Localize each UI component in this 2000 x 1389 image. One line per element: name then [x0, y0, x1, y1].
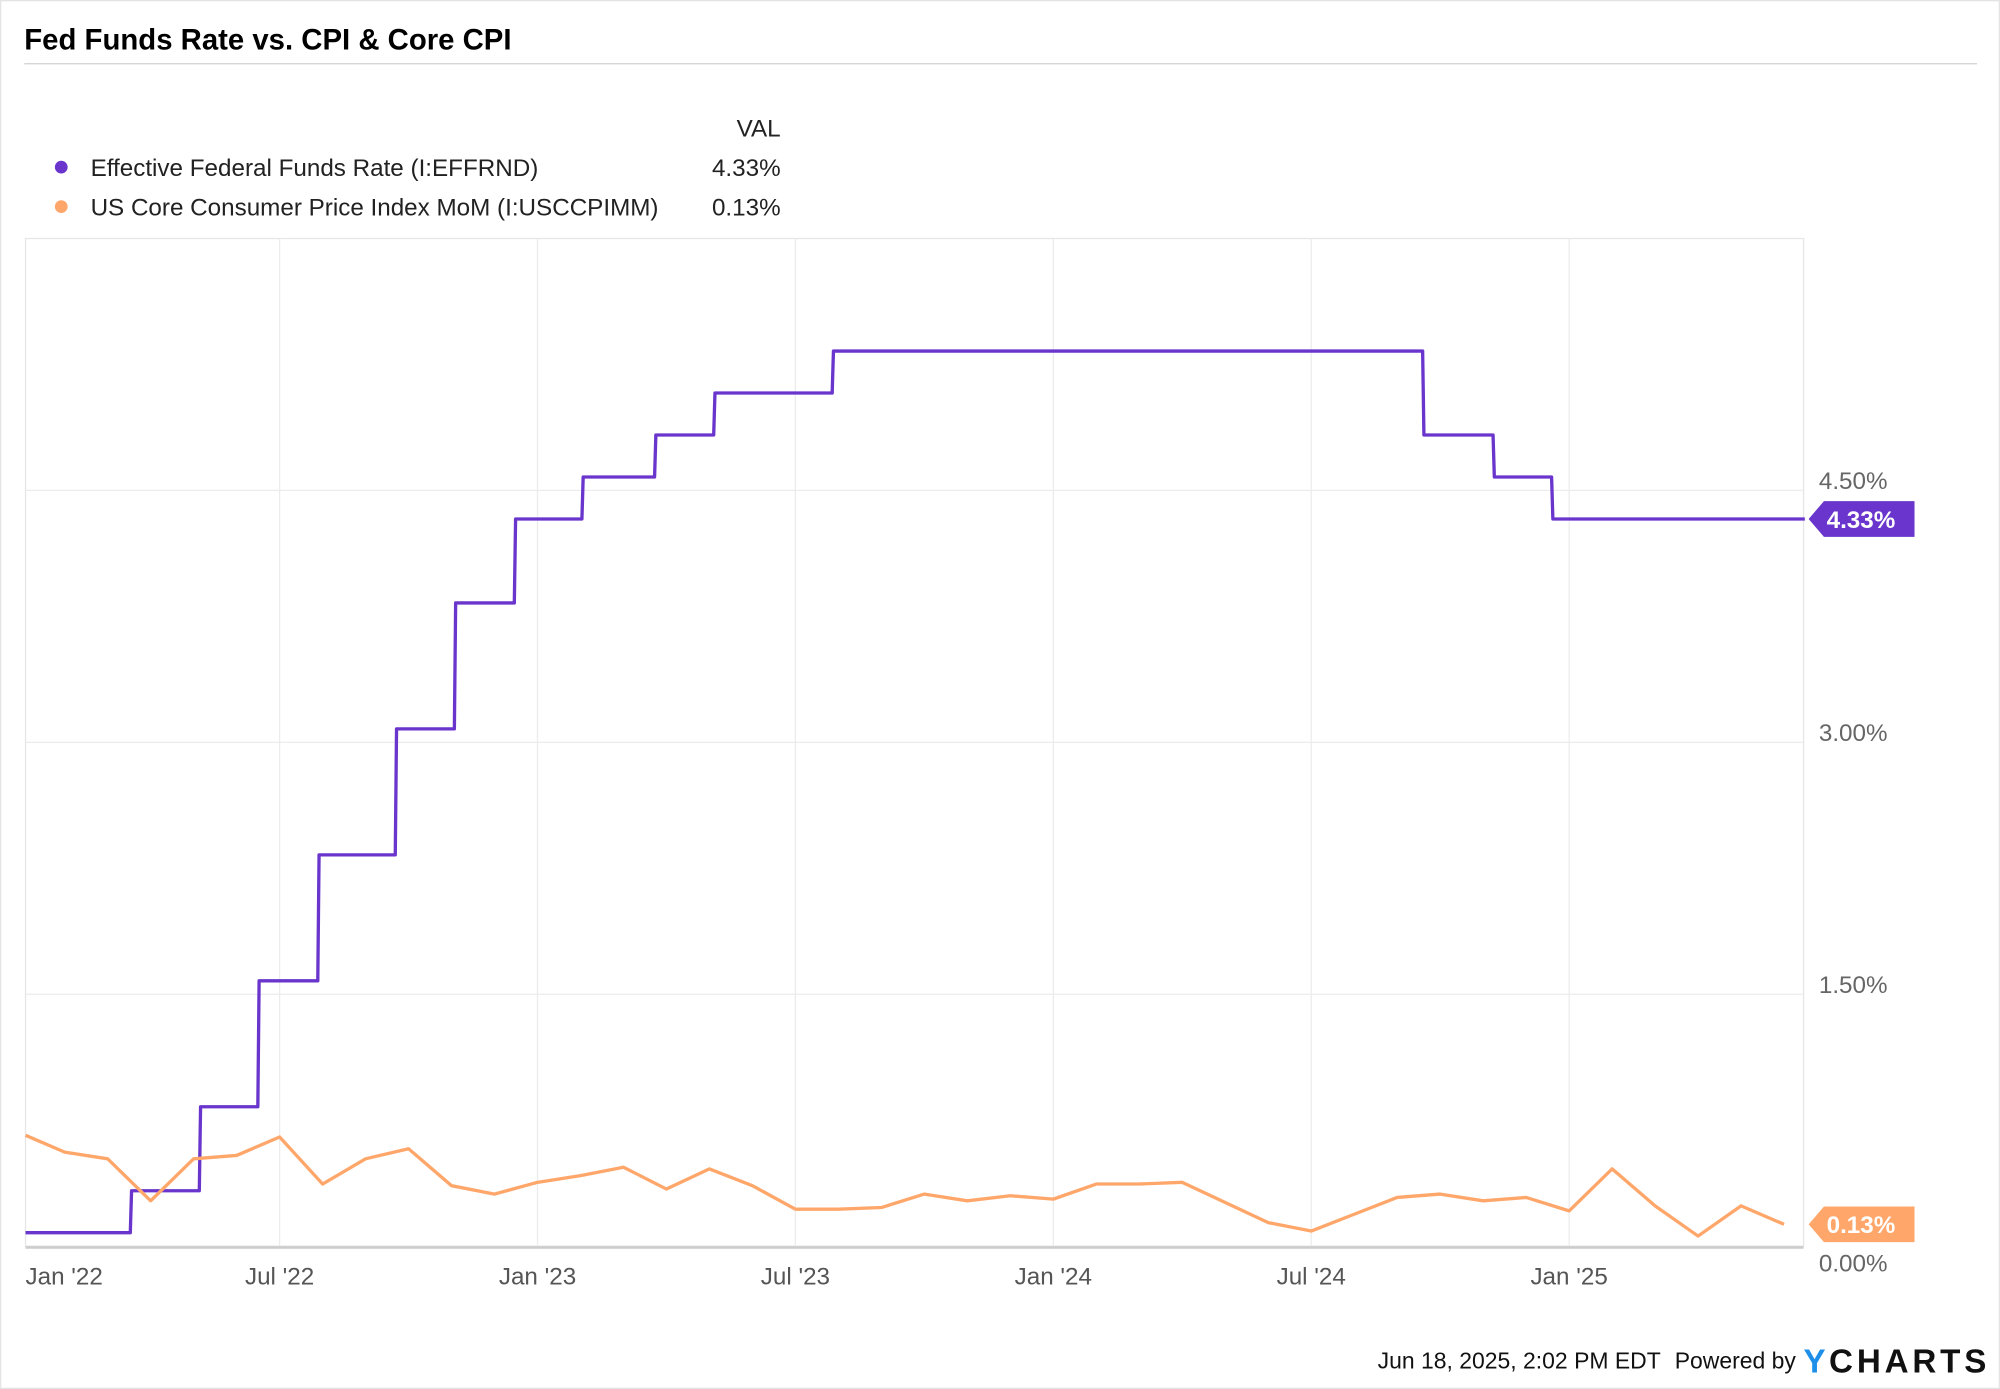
plot-area: 0.00% 1.50% 3.00% 4.50% Jan '22 Jul '22 Jan '2… [24, 237, 1915, 1290]
legend-value: 0.13% [712, 195, 781, 222]
ycharts-logo[interactable]: Y CHARTS [1804, 1343, 1991, 1380]
x-tick-label: Jan '25 [1530, 1263, 1607, 1290]
legend-value-header: VAL [737, 115, 781, 142]
svg-text:Jun 18, 2025, 2:02 PM EDT: Jun 18, 2025, 2:02 PM EDT Powered by [1378, 1348, 1797, 1374]
y-tick-label: 0.00% [1819, 1251, 1888, 1278]
logo-y: Y [1804, 1343, 1826, 1380]
fed-funds-rate-line [25, 349, 1806, 1235]
legend-value: 4.33% [712, 155, 781, 182]
logo-text: CHARTS [1829, 1343, 1990, 1380]
x-tick-label: Jul '23 [761, 1263, 830, 1290]
x-tick-label: Jan '22 [26, 1263, 103, 1290]
core-cpi-mom-line [24, 1133, 1785, 1238]
legend-dot-icon [54, 160, 68, 174]
y-tick-label: 1.50% [1819, 972, 1888, 999]
last-value-badge: 0.13% [1808, 1206, 1915, 1243]
badge-shape [1808, 1206, 1915, 1243]
legend-item-core-cpi[interactable]: US Core Consumer Price Index MoM (I:USCC… [54, 195, 781, 222]
last-value-badge: 4.33% [1808, 501, 1915, 537]
badge-label: 0.13% [1827, 1212, 1896, 1239]
x-tick-label: Jan '24 [1015, 1263, 1092, 1290]
badge-shape [1808, 501, 1915, 537]
footer: Jun 18, 2025, 2:02 PM EDT Powered by Y C… [1378, 1343, 1991, 1380]
x-tick-label: Jul '24 [1277, 1263, 1346, 1290]
chart-title: Fed Funds Rate vs. CPI & Core CPI [24, 24, 511, 57]
legend-item-fed-funds[interactable]: Effective Federal Funds Rate (I:EFFRND) … [54, 155, 781, 182]
y-tick-label: 3.00% [1819, 720, 1888, 747]
legend-dot-icon [54, 200, 68, 214]
y-tick-label: 4.50% [1819, 468, 1888, 495]
x-tick-label: Jul '22 [245, 1263, 314, 1290]
legend-label: Effective Federal Funds Rate (I:EFFRND) [91, 155, 539, 182]
x-tick-label: Jan '23 [499, 1263, 576, 1290]
badge-label: 4.33% [1827, 507, 1896, 534]
legend-label: US Core Consumer Price Index MoM (I:USCC… [91, 195, 659, 222]
footer-powered-by: Powered by [1675, 1348, 1797, 1374]
footer-timestamp: Jun 18, 2025, 2:02 PM EDT [1378, 1348, 1661, 1374]
